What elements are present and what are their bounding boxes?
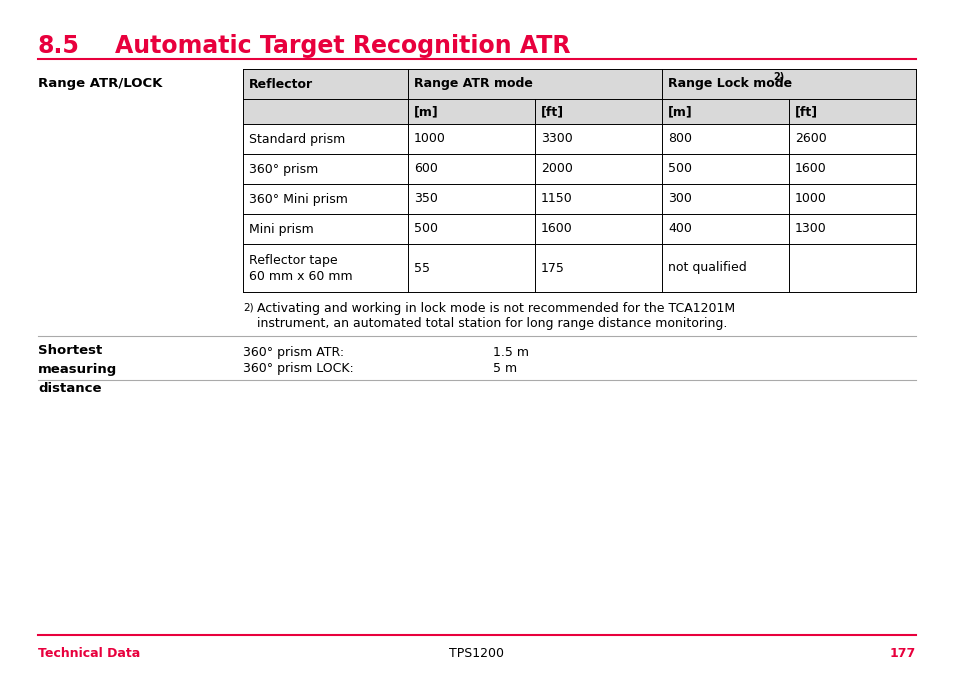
Text: Range ATR mode: Range ATR mode (414, 77, 533, 91)
Text: 1150: 1150 (540, 192, 572, 206)
Text: 360° prism: 360° prism (249, 162, 318, 175)
Text: 2): 2) (243, 302, 253, 312)
Text: Standard prism: Standard prism (249, 133, 345, 146)
Text: 360° prism ATR:: 360° prism ATR: (243, 346, 344, 359)
Text: 1000: 1000 (794, 192, 826, 206)
Text: 1600: 1600 (794, 162, 826, 175)
Bar (243, 69, 915, 124)
Text: 1.5 m: 1.5 m (493, 346, 529, 359)
Text: Reflector: Reflector (249, 77, 313, 91)
Text: TPS1200: TPS1200 (449, 647, 504, 660)
Text: 1000: 1000 (414, 133, 445, 146)
Text: 175: 175 (540, 261, 564, 274)
Text: not qualified: not qualified (667, 261, 746, 274)
Text: [ft]: [ft] (540, 105, 563, 118)
Text: Automatic Target Recognition ATR: Automatic Target Recognition ATR (115, 34, 570, 58)
Text: Shortest
measuring
distance: Shortest measuring distance (38, 344, 117, 395)
Text: instrument, an automated total station for long range distance monitoring.: instrument, an automated total station f… (256, 317, 726, 330)
Text: 2000: 2000 (540, 162, 572, 175)
Text: 2600: 2600 (794, 133, 826, 146)
Text: 2): 2) (772, 72, 783, 82)
Text: Reflector tape: Reflector tape (249, 254, 337, 267)
Text: 55: 55 (414, 261, 430, 274)
Text: Range Lock mode: Range Lock mode (667, 77, 796, 91)
Text: 1600: 1600 (540, 223, 572, 236)
Text: 400: 400 (667, 223, 691, 236)
Text: [m]: [m] (667, 105, 692, 118)
Text: 360° prism LOCK:: 360° prism LOCK: (243, 362, 354, 375)
Text: Technical Data: Technical Data (38, 647, 140, 660)
Text: 600: 600 (414, 162, 437, 175)
Text: 800: 800 (667, 133, 691, 146)
Text: Range ATR/LOCK: Range ATR/LOCK (38, 77, 162, 90)
Text: 500: 500 (414, 223, 437, 236)
Text: 1300: 1300 (794, 223, 826, 236)
Text: Activating and working in lock mode is not recommended for the TCA1201M: Activating and working in lock mode is n… (256, 302, 735, 315)
Text: 5 m: 5 m (493, 362, 517, 375)
Text: 350: 350 (414, 192, 437, 206)
Text: [m]: [m] (414, 105, 438, 118)
Text: 500: 500 (667, 162, 691, 175)
Text: 360° Mini prism: 360° Mini prism (249, 192, 348, 206)
Text: 3300: 3300 (540, 133, 572, 146)
Text: Mini prism: Mini prism (249, 223, 314, 236)
Text: 60 mm x 60 mm: 60 mm x 60 mm (249, 270, 353, 283)
Text: 177: 177 (889, 647, 915, 660)
Text: 300: 300 (667, 192, 691, 206)
Text: [ft]: [ft] (794, 105, 818, 118)
Text: 8.5: 8.5 (38, 34, 80, 58)
